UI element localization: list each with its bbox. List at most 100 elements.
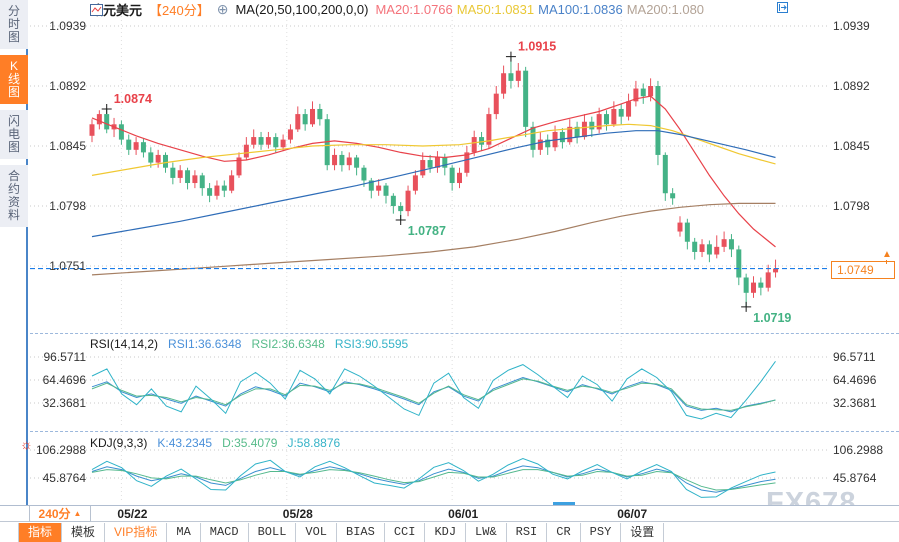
candle-body <box>287 129 293 140</box>
candle-body <box>214 185 220 196</box>
price-axis-label: 32.3681 <box>833 396 877 410</box>
candle-body <box>243 144 249 158</box>
price-axis-label: 64.4696 <box>833 373 877 387</box>
kdj-title: KDJ(9,3,3) <box>90 436 148 450</box>
date-tick-label: 05/28 <box>282 507 313 521</box>
chart-region: 1.0874 1.0915 1.0787 1.0719 欧元美元 【240分】 ⊕ M… <box>30 0 899 505</box>
price-axis-label: 32.3681 <box>42 396 86 410</box>
candle-body <box>140 142 146 153</box>
sidebar-item-K线图[interactable]: K线图 <box>0 55 28 104</box>
candle-body <box>508 73 514 81</box>
toolbar-tab-RSI[interactable]: RSI <box>507 523 548 542</box>
price-axis-label: 1.0892 <box>49 79 86 93</box>
candle-body <box>648 86 654 97</box>
candle-body <box>126 139 132 150</box>
price-axis-label: 1.0892 <box>833 79 870 93</box>
rsi-pane[interactable] <box>30 334 899 430</box>
candle-body <box>559 131 565 143</box>
indicator-value-label: J:58.8876 <box>287 436 341 450</box>
sun-icon[interactable]: ☼ <box>20 436 33 452</box>
candle-body <box>633 88 639 102</box>
sidebar-item-label: K线图 <box>7 59 20 99</box>
ma-line-ma50 <box>91 123 776 176</box>
period-label[interactable]: 【240分】 <box>149 3 210 18</box>
candle-body <box>163 154 168 168</box>
candle-body <box>221 185 227 191</box>
price-axis-label: 106.2988 <box>35 443 86 457</box>
sidebar-item-label: 分时图 <box>7 4 20 44</box>
price-chart-pane[interactable]: 1.0874 1.0915 1.0787 1.0719 <box>30 0 899 333</box>
candle-body <box>295 114 301 130</box>
ma-chart-icon[interactable] <box>90 3 103 16</box>
toolbar-tab-LW&[interactable]: LW& <box>466 523 507 542</box>
candle-body <box>604 114 609 125</box>
price-axis-label: 45.8764 <box>42 471 86 485</box>
candle-body <box>714 246 720 255</box>
candle-body <box>684 222 690 242</box>
chart-header: 欧元美元 【240分】 ⊕ MA(20,50,100,200,0,0) MA20… <box>90 1 708 18</box>
candle-body <box>361 167 367 181</box>
period-selector-label: 240分 <box>38 507 71 521</box>
toolbar-tab-指标[interactable]: 指标 <box>19 523 63 542</box>
toolbar-tab-VIP指标[interactable]: VIP指标 <box>105 523 168 542</box>
price-axis-label: 96.5711 <box>833 350 876 364</box>
candle-body <box>728 239 734 250</box>
price-axis-label: 1.0798 <box>833 199 870 213</box>
toolbar-tab-BOLL[interactable]: BOLL <box>249 523 297 542</box>
scrollbar-thumb[interactable] <box>553 502 575 505</box>
candle-body <box>383 185 389 196</box>
candle-body <box>368 180 374 191</box>
toolbar-tab-MACD[interactable]: MACD <box>201 523 249 542</box>
toolbar-tab-KDJ[interactable]: KDJ <box>425 523 467 542</box>
candle-body <box>479 137 485 145</box>
candle-body <box>567 126 573 143</box>
candle-body <box>692 241 698 252</box>
toolbar-tab-CCI[interactable]: CCI <box>385 523 426 542</box>
indicator-value-label: K:43.2345 <box>157 436 213 450</box>
period-selector[interactable]: 240分 ▲ <box>29 506 91 522</box>
move-right-icon[interactable] <box>777 2 788 13</box>
price-marker-cross <box>395 215 406 226</box>
candle-body <box>229 175 235 191</box>
candle-body <box>148 152 154 163</box>
candle-body <box>523 70 529 127</box>
ma-value-label: MA20:1.0766 <box>375 2 453 17</box>
indicator-line-rsi2 <box>91 378 776 411</box>
toolbar-tab-VOL[interactable]: VOL <box>296 523 338 542</box>
candle-body <box>596 114 602 130</box>
price-annotation: 1.0915 <box>518 40 556 54</box>
symbol-title: 欧元美元 <box>90 3 143 18</box>
ma-value-label: MA50:1.0831 <box>456 2 535 17</box>
add-indicator-icon[interactable]: ⊕ <box>216 1 229 17</box>
candle-body <box>486 114 492 145</box>
toolbar-tab-MA[interactable]: MA <box>167 523 201 542</box>
candle-body <box>427 160 433 168</box>
toolbar-tab-模板[interactable]: 模板 <box>62 523 106 542</box>
indicator-line-k <box>91 465 776 493</box>
toolbar-spacer <box>0 523 19 542</box>
indicator-value-label: RSI1:36.6348 <box>168 337 242 351</box>
kdj-pane[interactable] <box>30 433 899 505</box>
candle-body <box>310 108 315 125</box>
candle-body <box>662 154 668 194</box>
candle-body <box>177 170 183 178</box>
kdj-header: KDJ(9,3,3) K:43.2345 D:35.4079 J:58.8876 <box>90 436 340 451</box>
toolbar-tab-BIAS[interactable]: BIAS <box>337 523 385 542</box>
bottom-toolbar: 指标 模板 VIP指标 MA MACD BOLL VOL BIAS CCI KDJ LW& RSI CR… <box>0 523 899 542</box>
rsi-header: RSI(14,14,2) RSI1:36.6348 RSI2:36.6348 RSI… <box>90 337 408 352</box>
toolbar-tab-PSY[interactable]: PSY <box>581 523 622 542</box>
candle-body <box>471 137 477 153</box>
toolbar-tab-设置[interactable]: 设置 <box>621 523 665 542</box>
candle-body <box>655 86 661 155</box>
candle-body <box>170 167 176 178</box>
candle-body <box>464 152 470 173</box>
toolbar-tab-CR[interactable]: CR <box>547 523 581 542</box>
sidebar-item-合约资料[interactable]: 合约资料 <box>0 165 28 227</box>
candle-body <box>376 185 382 191</box>
candle-body <box>133 142 139 150</box>
candle-body <box>743 277 749 293</box>
candle-body <box>581 121 587 138</box>
sidebar-item-分时图[interactable]: 分时图 <box>0 0 28 49</box>
sidebar-item-闪电图[interactable]: 闪电图 <box>0 110 28 159</box>
